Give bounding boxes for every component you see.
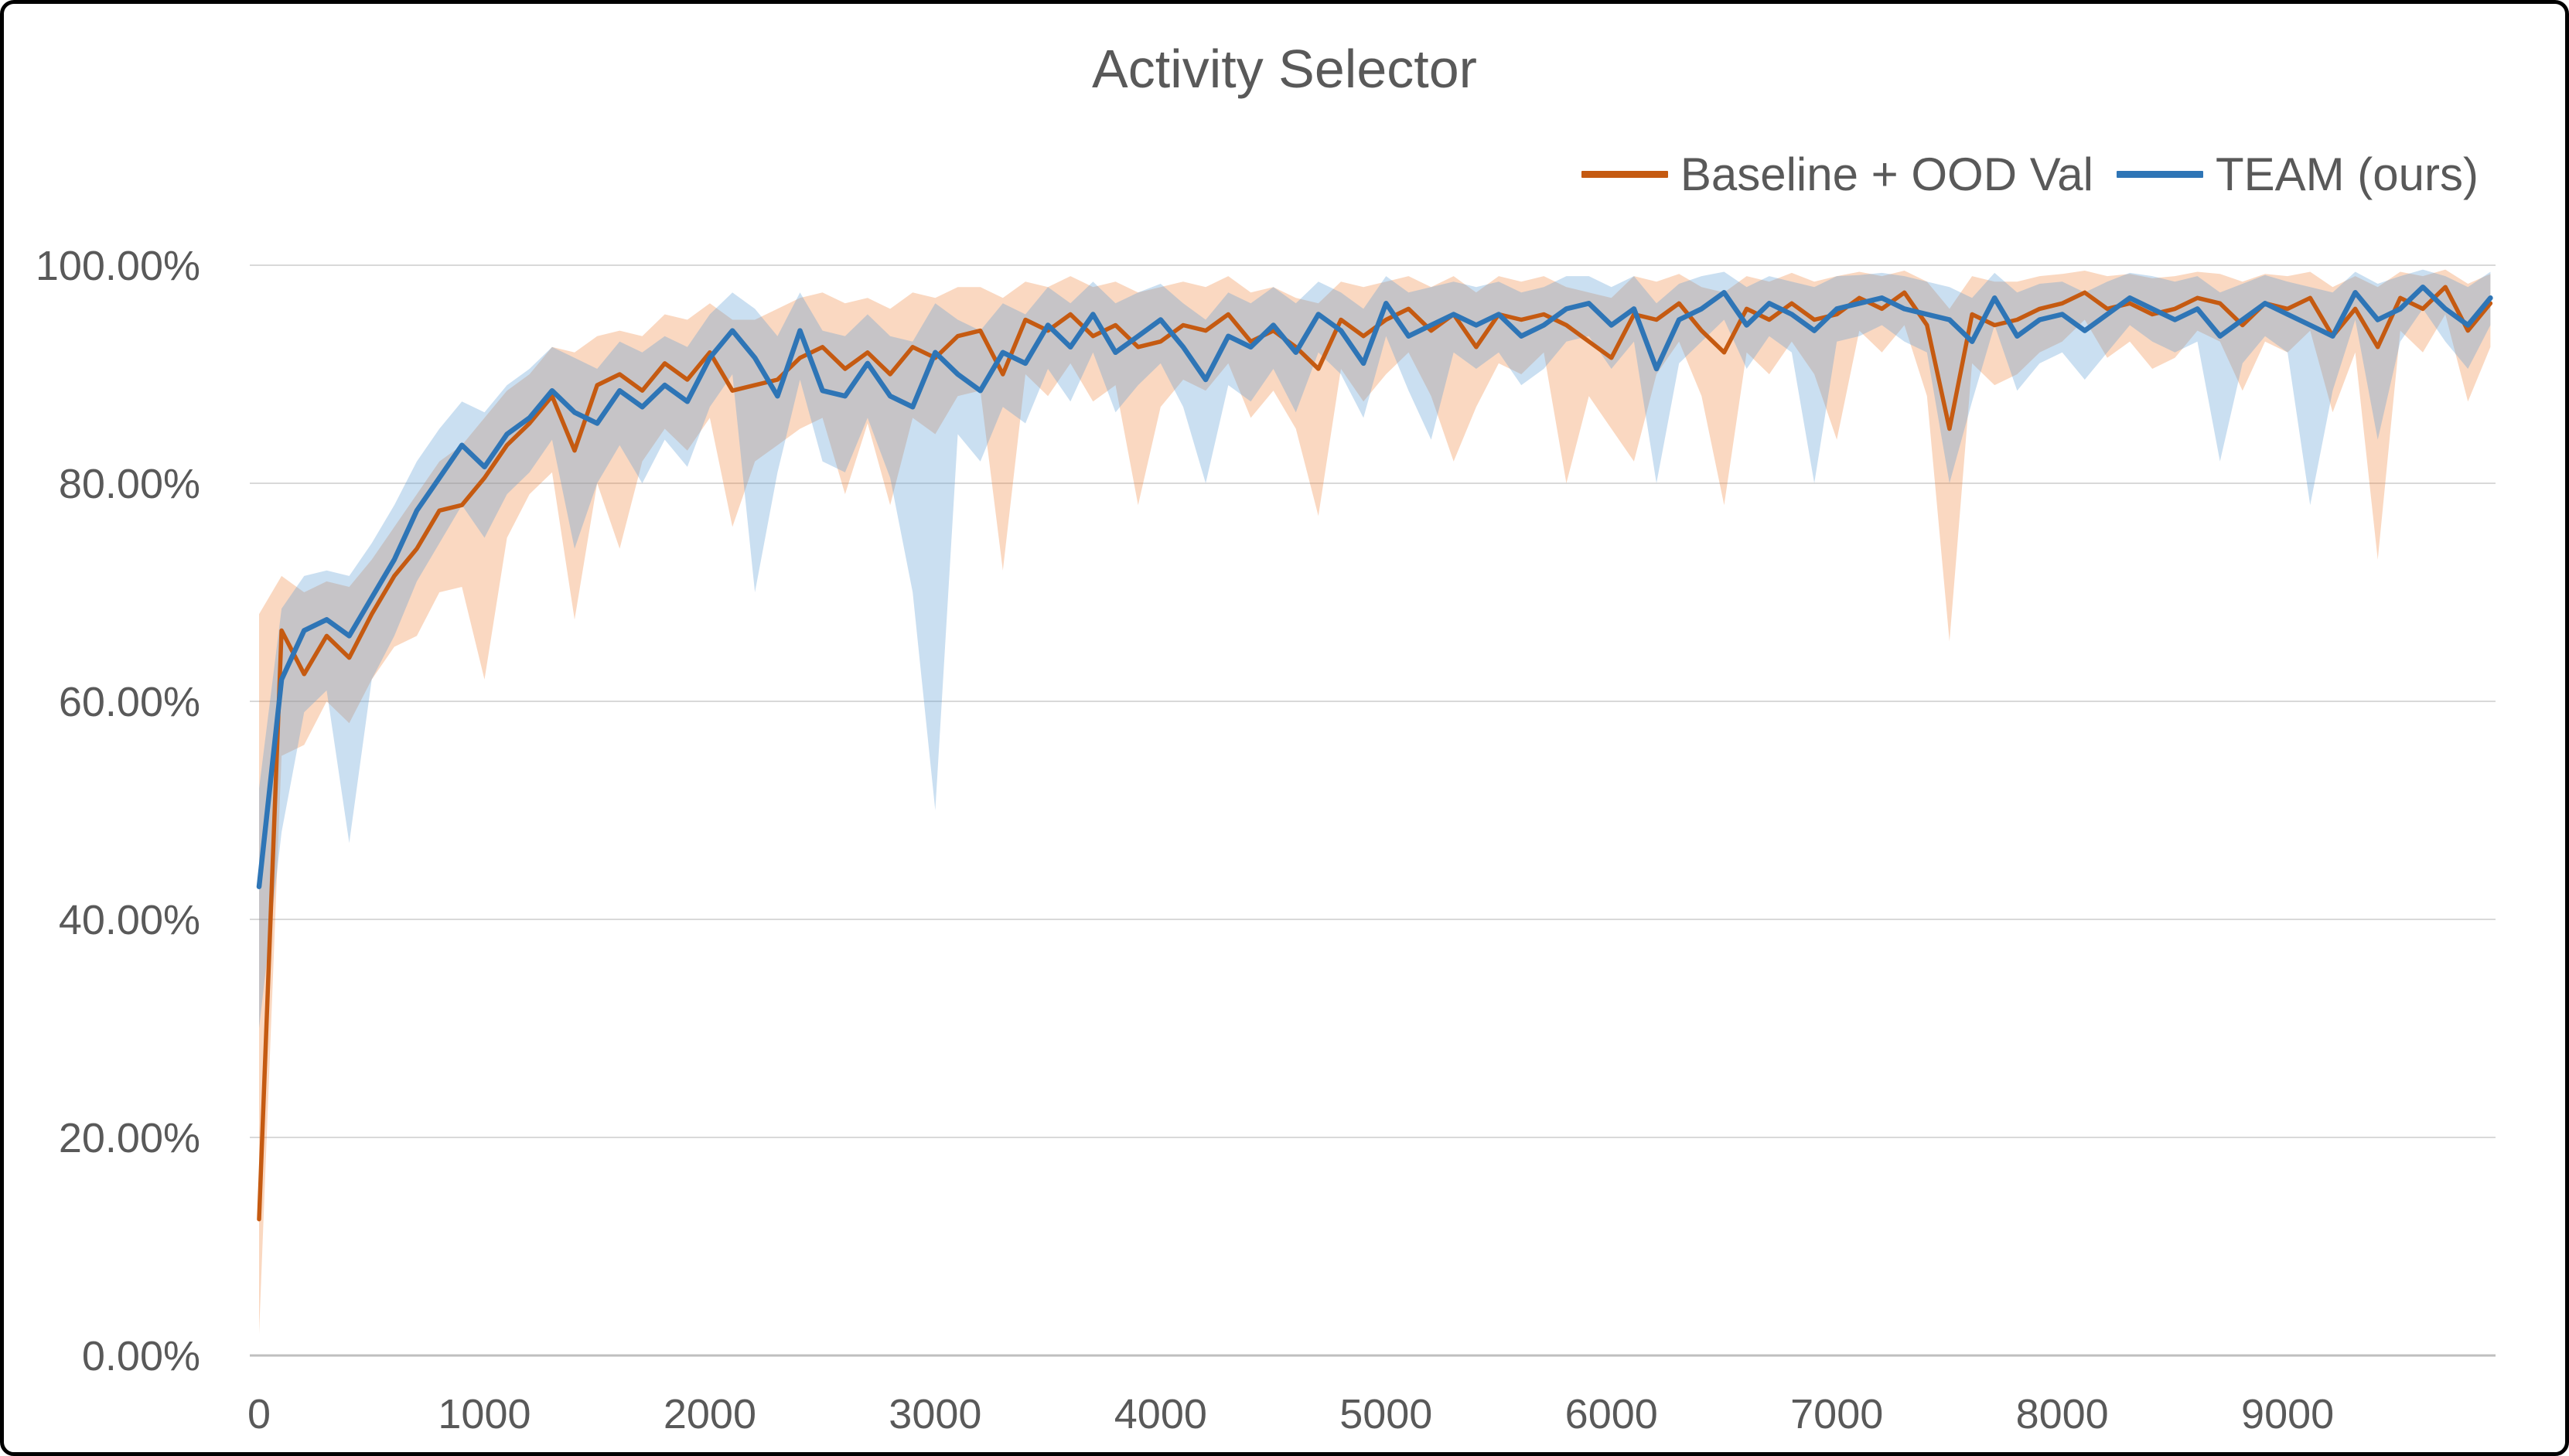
legend: Baseline + OOD Val TEAM (ours) <box>1581 148 2479 201</box>
legend-item-baseline: Baseline + OOD Val <box>1581 148 2093 201</box>
y-tick-label: 60.00% <box>59 679 200 725</box>
x-tick-label: 3000 <box>889 1391 981 1437</box>
y-tick-label: 40.00% <box>59 897 200 943</box>
series-line-team <box>256 284 2493 889</box>
x-tick-label: 8000 <box>2016 1391 2109 1437</box>
y-tick-label: 100.00% <box>36 243 200 289</box>
x-tick-label: 6000 <box>1565 1391 1658 1437</box>
legend-marker-baseline <box>1581 171 1668 178</box>
x-tick-label: 5000 <box>1339 1391 1432 1437</box>
x-tick-label: 9000 <box>2241 1391 2334 1437</box>
x-tick-label: 0 <box>247 1391 271 1437</box>
y-tick-label: 80.00% <box>59 461 200 507</box>
x-tick-label: 2000 <box>664 1391 756 1437</box>
chart-title: Activity Selector <box>1092 39 1477 99</box>
line-chart-canvas: 0.00% 20.00% 40.00% 60.00% 80.00% 100.00% 0 100… <box>36 243 2496 1437</box>
legend-label-baseline: Baseline + OOD Val <box>1680 148 2093 200</box>
legend-marker-team <box>2116 171 2203 178</box>
y-tick-label: 20.00% <box>59 1115 200 1161</box>
x-tick-label: 7000 <box>1790 1391 1883 1437</box>
x-tick-label: 1000 <box>438 1391 531 1437</box>
x-tick-label: 4000 <box>1114 1391 1207 1437</box>
legend-item-team: TEAM (ours) <box>2116 148 2479 201</box>
y-tick-label: 0.00% <box>82 1333 200 1379</box>
legend-label-team: TEAM (ours) <box>2215 148 2479 200</box>
